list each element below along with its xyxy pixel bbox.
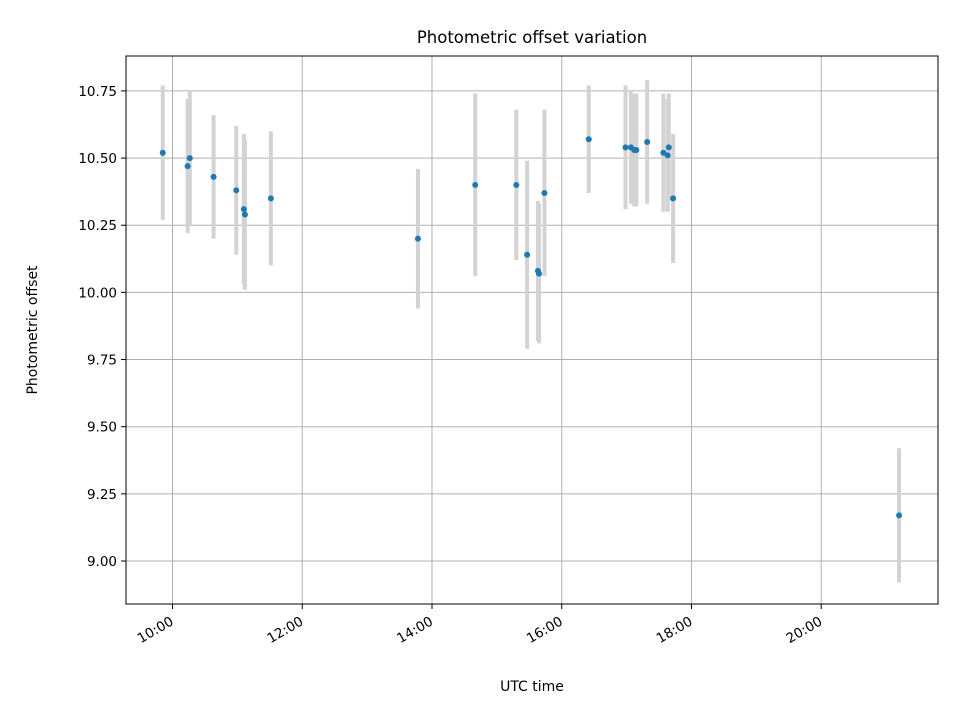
y-tick-label: 10.50 bbox=[78, 151, 117, 167]
data-point bbox=[267, 195, 274, 202]
y-tick-label: 9.00 bbox=[87, 554, 117, 570]
data-point bbox=[210, 173, 217, 180]
y-tick-label: 10.75 bbox=[78, 84, 117, 100]
data-point bbox=[524, 251, 531, 258]
data-point bbox=[664, 152, 671, 159]
data-point bbox=[184, 163, 191, 170]
data-point bbox=[670, 195, 677, 202]
x-axis-label: UTC time bbox=[500, 679, 564, 695]
data-point bbox=[633, 147, 640, 154]
data-point bbox=[241, 211, 248, 218]
data-point bbox=[644, 138, 651, 145]
data-point bbox=[536, 270, 543, 277]
y-tick-label: 10.00 bbox=[78, 285, 117, 301]
data-point bbox=[472, 181, 479, 188]
data-point bbox=[233, 187, 240, 194]
axis-ticks: 10:00 12:00 14:00 16:00 18:00 20:009.009.259.… bbox=[78, 84, 825, 647]
data-point bbox=[622, 144, 629, 151]
data-point bbox=[660, 149, 667, 156]
plot-frame bbox=[125, 55, 939, 605]
data-point bbox=[159, 149, 166, 156]
y-axis-label: Photometric offset bbox=[25, 265, 41, 395]
data-point bbox=[585, 136, 592, 143]
y-tick-label: 9.75 bbox=[87, 353, 117, 369]
grid bbox=[126, 56, 938, 604]
data-point bbox=[240, 206, 247, 213]
data-point bbox=[414, 235, 421, 242]
data-point bbox=[665, 144, 672, 151]
y-tick-label: 9.25 bbox=[87, 487, 117, 503]
data-point bbox=[186, 155, 193, 162]
y-tick-label: 10.25 bbox=[78, 218, 117, 234]
data-point bbox=[541, 190, 548, 196]
data-point bbox=[513, 181, 520, 188]
y-tick-label: 9.50 bbox=[87, 420, 117, 436]
data-points bbox=[159, 136, 903, 519]
chart-title: Photometric offset variation bbox=[417, 28, 647, 47]
data-point bbox=[896, 512, 903, 519]
